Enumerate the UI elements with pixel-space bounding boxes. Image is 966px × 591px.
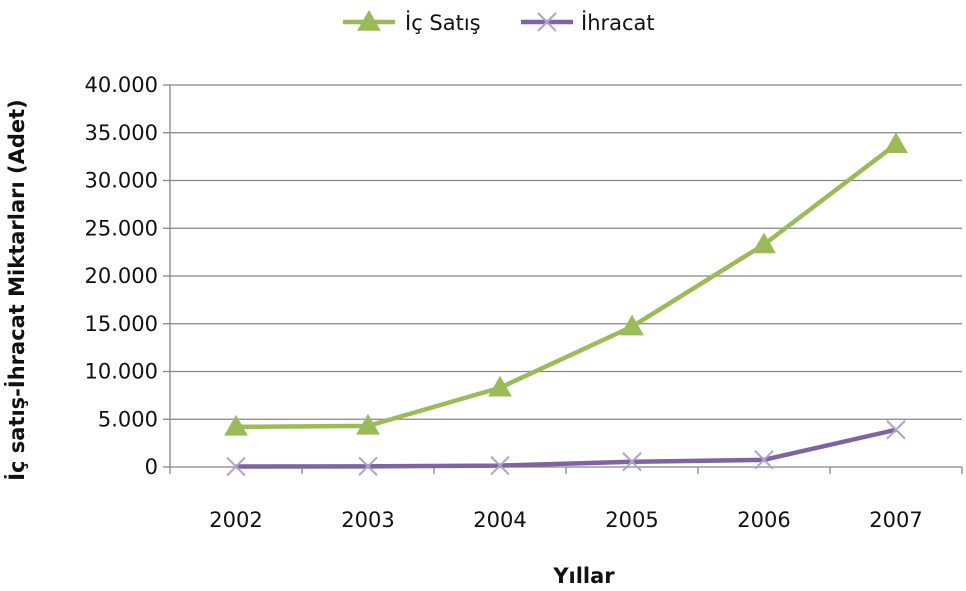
y-tick-label: 10.000 [85,360,158,384]
data-point [754,450,774,470]
x-tick-label: 2006 [737,508,790,532]
legend-marker-icon [357,9,381,31]
x-tick-label: 2004 [473,508,526,532]
y-axis-title: İç satış-İhracat Miktarları (Adet) [4,99,29,481]
y-tick-label: 30.000 [85,169,158,193]
x-marker-stroke [754,450,774,470]
y-tick-label: 0 [145,455,158,479]
x-marker-stroke [886,420,906,440]
y-tick-label: 35.000 [85,121,158,145]
y-axis-ticks: 0 5.000 10.000 15.000 20.000 25.000 30.000 35.0… [85,73,170,479]
legend-item: İç Satış [343,9,481,35]
y-tick-label: 5.000 [98,407,158,431]
data-point [752,232,776,254]
data-point [488,375,512,397]
legend-label: İhracat [581,10,655,35]
data-point [226,456,246,477]
data-point [620,314,644,336]
data-point [224,414,248,436]
x-marker-stroke [537,12,557,32]
legend-item: İhracat [521,10,655,35]
x-axis-title: Yıllar [552,564,615,588]
y-tick-label: 20.000 [85,264,158,288]
data-point [358,456,378,477]
series-line [235,427,897,469]
y-tick-label: 40.000 [85,73,158,97]
data-point [884,132,908,153]
data-point [622,452,642,472]
data-point [886,420,906,440]
x-marker-stroke [490,455,510,476]
series-group [224,132,908,477]
x-marker-stroke [358,456,378,477]
legend-marker-icon [537,12,557,32]
x-tick-label: 2003 [341,508,394,532]
x-tick-label: 2007 [869,508,922,532]
x-marker-stroke [226,456,246,477]
x-tick-label: 2005 [605,508,658,532]
x-marker-stroke [622,452,642,472]
legend-label: İç Satış [405,10,481,35]
gridlines [170,84,962,420]
x-tick-label: 2002 [209,508,262,532]
data-point [490,455,510,476]
legend: İç Satış İhracat [343,9,655,35]
y-tick-label: 15.000 [85,312,158,336]
series-line [235,142,898,430]
data-point [356,413,380,435]
y-tick-label: 25.000 [85,216,158,240]
